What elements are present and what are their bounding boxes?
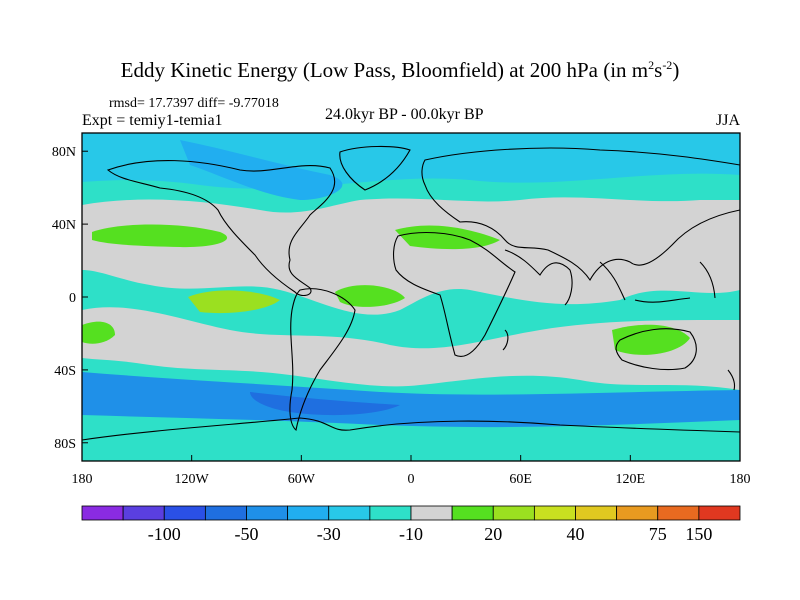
longitude-axis: 180 120W 60W 0 60E 120E 180 — [72, 455, 751, 487]
field-southern-ocean-dark — [250, 392, 400, 416]
colorbar-swatch-11 — [533, 505, 576, 521]
lon-label-4: 60E — [509, 472, 532, 487]
field-green-south-pacific — [82, 321, 115, 344]
colorbar-swatch-14 — [657, 505, 700, 521]
colorbar-label-0: -100 — [148, 524, 181, 544]
lat-label-3: 40S — [54, 364, 76, 379]
lon-label-0: 180 — [72, 472, 93, 487]
experiment-label: Expt = temiy1-temia1 — [82, 112, 223, 129]
field-green-tropical-east-pacific — [188, 290, 280, 314]
lon-label-2: 60W — [288, 472, 316, 487]
colorbar-swatch-1 — [122, 505, 165, 521]
colorbar-swatch-2 — [163, 505, 206, 521]
colorbar-swatch-4 — [246, 505, 289, 521]
coast-australia — [615, 328, 697, 371]
coast-arabia-india — [504, 249, 573, 306]
field-gray-south — [82, 307, 740, 390]
coast-southeast-asia — [599, 261, 716, 303]
lon-label-3: 0 — [408, 472, 415, 487]
field-gray-north-pacific — [82, 197, 740, 315]
season-label: JJA — [716, 112, 741, 129]
lon-label-5: 120E — [616, 472, 646, 487]
colorbar-swatch-5 — [287, 505, 330, 521]
field-green-tropical-atlantic — [335, 285, 405, 307]
colorbar-swatch-7 — [369, 505, 412, 521]
field-north-blue — [180, 140, 343, 200]
coast-antarctica — [82, 417, 740, 441]
coast-new-zealand — [727, 369, 736, 391]
colorbar: -100 -50 -30 -10 20 40 75 150 — [81, 505, 741, 544]
colorbar-label-3: -10 — [399, 524, 423, 544]
colorbar-label-1: -50 — [235, 524, 259, 544]
colorbar-swatch-12 — [575, 505, 618, 521]
colorbar-swatch-10 — [492, 505, 535, 521]
coast-eurasia — [421, 147, 740, 282]
colorbar-label-6: 75 — [649, 524, 667, 544]
stats-label: rmsd= 17.7397 diff= -9.77018 — [109, 96, 279, 111]
coast-africa — [393, 232, 516, 357]
field-green-north-pacific — [92, 224, 228, 248]
colorbar-swatch-3 — [204, 505, 247, 521]
lat-label-2: 0 — [69, 291, 76, 306]
lat-label-1: 40N — [52, 218, 76, 233]
coast-madagascar — [502, 329, 509, 351]
coast-greenland — [339, 145, 411, 191]
field-southern-ocean-blue — [82, 372, 740, 428]
period-label: 24.0kyr BP - 00.0kyr BP — [325, 106, 484, 123]
eke-field — [82, 133, 740, 461]
lon-label-6: 180 — [730, 472, 751, 487]
lon-label-1: 120W — [175, 472, 210, 487]
colorbar-label-2: -30 — [317, 524, 341, 544]
lat-label-4: 80S — [54, 437, 76, 452]
lat-label-0: 80N — [52, 145, 76, 160]
colorbar-swatch-8 — [410, 505, 453, 521]
colorbar-swatch-9 — [451, 505, 494, 521]
coast-north-america — [106, 160, 336, 297]
colorbar-label-5: 40 — [567, 524, 585, 544]
coast-south-america — [289, 288, 356, 432]
colorbar-label-7: 150 — [685, 524, 712, 544]
map-title: Eddy Kinetic Energy (Low Pass, Bloomfiel… — [120, 58, 680, 82]
coastlines — [82, 145, 740, 441]
colorbar-swatch-6 — [328, 505, 371, 521]
latitude-axis: 80N 40N 0 40S 80S — [52, 145, 88, 452]
field-green-australia — [612, 324, 690, 355]
field-green-north-atlantic — [395, 225, 500, 250]
colorbar-swatch-0 — [81, 505, 124, 521]
colorbar-swatch-15 — [698, 505, 741, 521]
colorbar-swatch-13 — [616, 505, 659, 521]
colorbar-label-4: 20 — [484, 524, 502, 544]
